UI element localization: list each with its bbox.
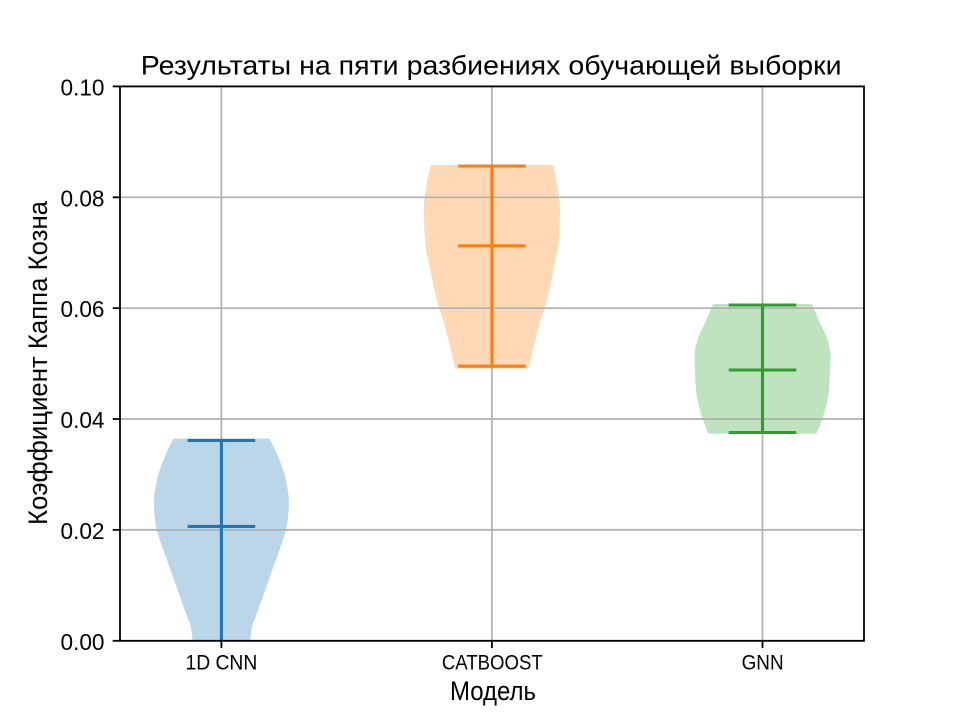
- svg-text:1D CNN: 1D CNN: [186, 651, 258, 675]
- svg-text:0.02: 0.02: [61, 518, 105, 544]
- svg-text:0.06: 0.06: [61, 296, 105, 322]
- svg-text:0.04: 0.04: [61, 407, 105, 433]
- svg-text:Результаты на пяти разбиениях: Результаты на пяти разбиениях обучающей …: [141, 51, 842, 81]
- svg-text:Модель: Модель: [450, 676, 536, 706]
- svg-text:GNN: GNN: [742, 651, 784, 675]
- svg-text:CATBOOST: CATBOOST: [442, 651, 543, 675]
- svg-text:0.10: 0.10: [61, 74, 105, 100]
- svg-text:0.00: 0.00: [61, 629, 105, 655]
- svg-text:0.08: 0.08: [61, 185, 105, 211]
- svg-text:Коэффициент Каппа Козна: Коэффициент Каппа Козна: [23, 201, 53, 525]
